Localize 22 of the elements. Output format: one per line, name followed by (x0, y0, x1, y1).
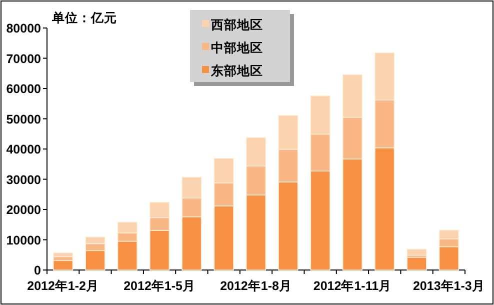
legend-label: 东部地区 (210, 63, 263, 78)
y-tick-label: 20000 (6, 203, 42, 217)
legend-label: 中部地区 (211, 40, 263, 55)
bar (406, 248, 427, 256)
y-tick-label: 30000 (6, 172, 42, 187)
y-tick-label: 60000 (6, 82, 42, 96)
y-tick-label: 10000 (6, 233, 42, 248)
x-tick-label: 2012年1-8月 (220, 279, 292, 293)
x-tick-label: 2013年1-3月 (412, 279, 485, 293)
bar (53, 252, 74, 258)
y-axis-title: 单位：亿元 (51, 10, 117, 25)
y-tick-label: 50000 (6, 112, 42, 126)
bar (406, 256, 427, 270)
x-tick-label: 2012年1-5月 (124, 279, 196, 293)
x-tick-label: 2012年1-2月 (27, 279, 100, 293)
bar (53, 260, 74, 270)
y-tick-label: 0 (34, 264, 42, 278)
y-tick-label: 80000 (6, 22, 42, 36)
x-tick-label: 2012年1-11月 (313, 279, 392, 293)
y-tick-label: 70000 (6, 52, 42, 66)
y-tick-label: 40000 (6, 142, 42, 156)
legend-label: 西部地区 (210, 17, 263, 32)
